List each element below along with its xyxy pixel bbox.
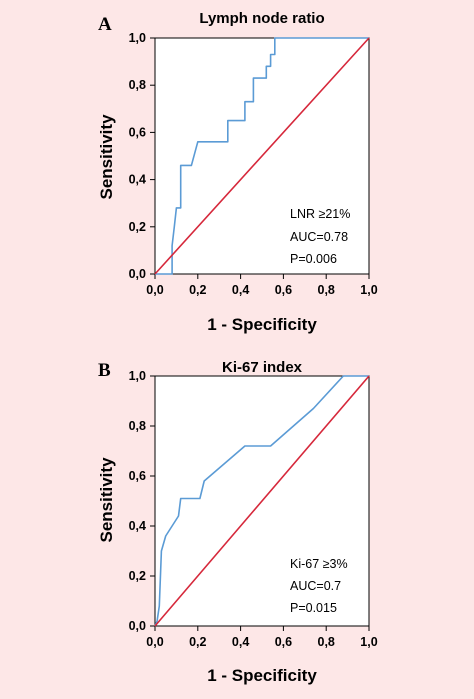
x-tick-label: 0,6 <box>275 283 292 297</box>
stat-p-value: P=0.015 <box>290 601 337 615</box>
x-axis-label: 1 - Specificity <box>207 315 317 334</box>
x-tick-label: 0,4 <box>232 283 249 297</box>
roc-panel-a: A Lymph node ratio 0,0 0,2 0,4 0,6 0,8 1,00,0… <box>97 10 378 334</box>
stat-threshold: LNR ≥21% <box>290 207 350 221</box>
reference-line <box>154 375 370 627</box>
chart-title: Lymph node ratio <box>199 10 324 27</box>
x-tick-label: 0,4 <box>232 635 249 649</box>
y-tick-label: 1,0 <box>129 369 146 383</box>
x-tick-label: 0,0 <box>146 283 163 297</box>
y-tick-label: 0,0 <box>129 267 146 281</box>
plot-area: 0,0 0,2 0,4 0,6 0,8 1,0 0,0 0,2 0,4 0,6 0,8 1,0 <box>129 31 378 297</box>
x-tick-label: 0,6 <box>275 635 292 649</box>
y-tick-label: 0,4 <box>129 519 146 533</box>
y-tick-label: 0,2 <box>129 569 146 583</box>
panel-letter: B <box>98 360 111 381</box>
y-axis-label: Sensitivity <box>97 457 116 543</box>
x-tick-label: 0,2 <box>189 283 206 297</box>
roc-panel-b: B Ki-67 index 0,0 0,2 0,4 0,6 0,8 1,00,00,20,… <box>97 359 378 685</box>
y-tick-label: 0,6 <box>129 125 146 139</box>
x-axis-label: 1 - Specificity <box>207 666 317 685</box>
panel-letter: A <box>98 14 112 35</box>
x-tick-label: 0,8 <box>318 635 335 649</box>
y-tick-label: 1,0 <box>129 31 146 45</box>
x-tick-label: 1,0 <box>360 635 377 649</box>
stat-threshold: Ki-67 ≥3% <box>290 557 348 571</box>
y-tick-label: 0,4 <box>129 173 146 187</box>
roc-curve <box>155 37 369 275</box>
y-axis-label: Sensitivity <box>97 114 116 200</box>
stat-auc: AUC=0.7 <box>290 579 341 593</box>
y-tick-label: 0,8 <box>129 419 146 433</box>
x-tick-label: 0,2 <box>189 635 206 649</box>
stat-auc: AUC=0.78 <box>290 230 348 244</box>
chart-title: Ki-67 index <box>222 359 303 376</box>
x-tick-label: 0,0 <box>146 635 163 649</box>
y-tick-label: 0,0 <box>129 619 146 633</box>
reference-line <box>154 37 370 275</box>
x-tick-label: 0,8 <box>318 283 335 297</box>
roc-curve <box>154 375 369 627</box>
y-tick-label: 0,6 <box>129 469 146 483</box>
stat-p-value: P=0.006 <box>290 252 337 266</box>
y-tick-label: 0,8 <box>129 78 146 92</box>
y-tick-label: 0,2 <box>129 220 146 234</box>
plot-area: 0,0 0,2 0,4 0,6 0,8 1,0 0,0 0,2 0,4 0,6 0,8 1,0 <box>129 369 378 649</box>
x-tick-label: 1,0 <box>360 283 377 297</box>
